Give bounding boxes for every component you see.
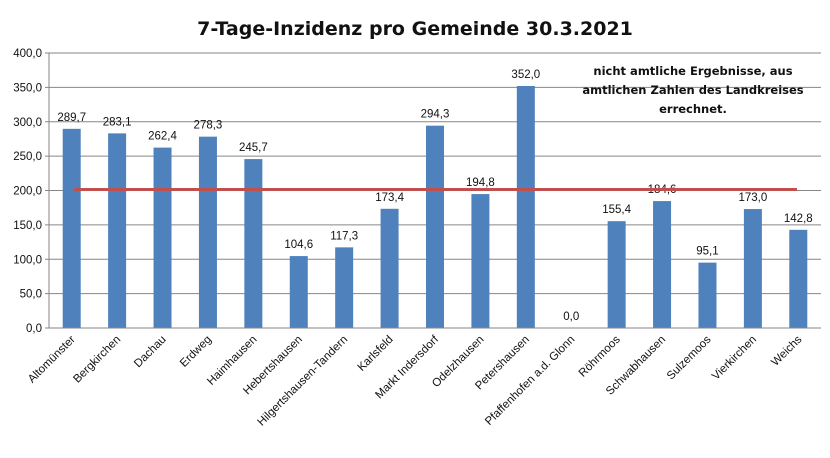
bar-value-label: 0,0 [563, 311, 579, 323]
bar-value-label: 289,7 [57, 112, 86, 124]
x-category-label: Dachau [132, 334, 169, 371]
bar-value-label: 278,3 [194, 120, 223, 132]
x-category-label: Sulzemoos [665, 333, 714, 382]
bar-value-label: 245,7 [239, 142, 268, 154]
annotation-line: errechnet. [659, 102, 727, 116]
bar-value-labels: 289,7 283,1 262,4 278,3 245,7 104,6 117,3 173,4… [57, 69, 812, 323]
x-category-label: Karlsfeld [356, 334, 396, 374]
bar [198, 136, 217, 328]
y-tick-label: 350,0 [13, 82, 42, 94]
bar [789, 229, 808, 328]
bar-value-label: 173,0 [738, 192, 767, 204]
y-tick-label: 300,0 [13, 117, 42, 129]
annotation-line: amtlichen Zahlen des Landkreises [582, 83, 804, 97]
bar [698, 262, 717, 328]
bar-value-label: 117,3 [330, 230, 358, 242]
x-category-label: Altomünster [26, 334, 78, 386]
bar [289, 256, 308, 328]
x-category-label: Erdweg [178, 334, 214, 370]
bar [653, 201, 672, 328]
bar-value-label: 294,3 [421, 109, 450, 121]
bar-value-label: 155,4 [602, 204, 631, 216]
y-tick-label: 200,0 [13, 186, 42, 198]
annotation-note: nicht amtliche Ergebnisse, aus amtlichen… [568, 62, 818, 119]
y-tick-label: 0,0 [26, 323, 42, 335]
bar-value-label: 173,4 [375, 192, 404, 204]
bars [62, 86, 808, 328]
bar-value-label: 352,0 [511, 69, 540, 81]
bar [244, 159, 263, 328]
axes [48, 53, 821, 329]
x-category-label: Röhrmoos [577, 333, 623, 379]
x-category-label: Vierkirchen [710, 334, 759, 383]
bar [153, 147, 172, 328]
bar [607, 221, 626, 328]
bar-value-label: 95,1 [696, 246, 718, 258]
bar-value-label: 104,6 [284, 239, 313, 251]
y-tick-label: 50,0 [20, 289, 42, 301]
bar [743, 209, 762, 328]
chart-title: 7-Tage-Inzidenz pro Gemeinde 30.3.2021 [197, 18, 633, 40]
bar [471, 194, 490, 328]
x-category-label: Hilgertshausen-Tandern [255, 334, 350, 429]
bar [516, 86, 535, 328]
y-tick-label: 100,0 [13, 254, 42, 266]
y-tick-label: 150,0 [13, 220, 42, 232]
bar [62, 128, 81, 328]
bar [426, 125, 444, 328]
y-tick-label: 250,0 [13, 151, 42, 163]
bar-value-label: 262,4 [148, 131, 177, 143]
x-category-label: Bergkirchen [71, 334, 123, 386]
bar-value-label: 283,1 [103, 116, 132, 128]
bar-value-label: 194,8 [466, 177, 495, 189]
bar [335, 247, 354, 328]
x-category-label: Weichs [769, 333, 804, 368]
annotation-line: nicht amtliche Ergebnisse, aus [593, 64, 793, 78]
bar [380, 208, 399, 328]
y-axis-tick-labels: 0,0 50,0 100,0 150,0 200,0 250,0 300,0 350,0 400… [13, 48, 42, 335]
bar-value-label: 142,8 [784, 213, 813, 225]
x-category-label: Pfaffenhofen a.d. Glonn [483, 334, 577, 428]
y-tick-label: 400,0 [13, 48, 42, 60]
bar [108, 133, 127, 328]
